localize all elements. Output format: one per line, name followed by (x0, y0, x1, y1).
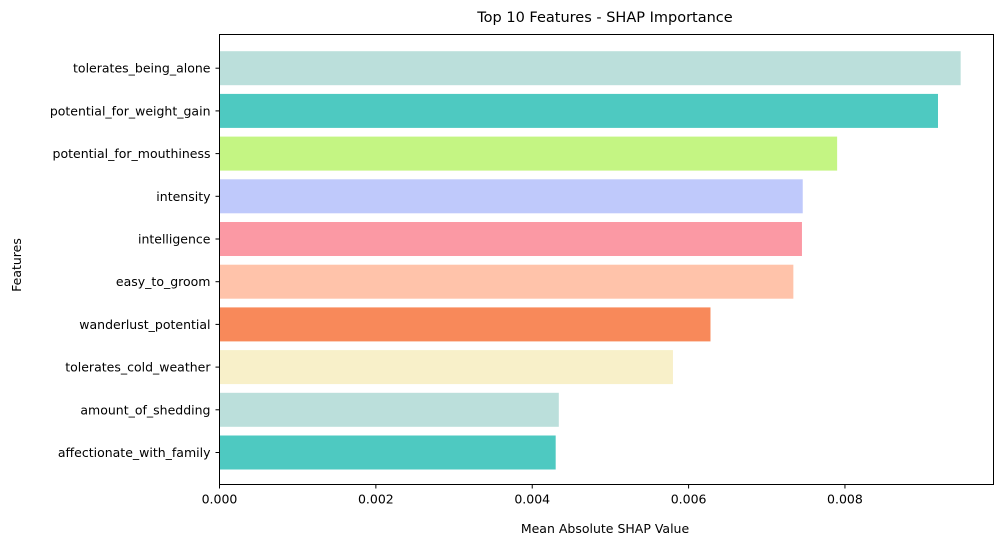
x-tick-label: 0.002 (358, 492, 394, 507)
y-tick-label: wanderlust_potential (79, 317, 210, 332)
bar-intelligence (219, 222, 802, 256)
bar-potential-for-weight-gain (219, 93, 938, 128)
x-tick-label: 0.006 (671, 492, 707, 507)
bars-layer (219, 51, 961, 470)
bar-tolerates-cold-weather (219, 350, 673, 385)
y-tick-label: easy_to_groom (116, 274, 211, 289)
x-axis-label: Mean Absolute SHAP Value (521, 521, 690, 536)
x-tick-label: 0.000 (202, 492, 238, 507)
chart-title: Top 10 Features - SHAP Importance (476, 10, 732, 26)
bar-wanderlust-potential (219, 307, 711, 342)
y-tick-label: amount_of_shedding (80, 402, 210, 417)
bar-easy-to-groom (219, 264, 794, 299)
y-tick-label: potential_for_weight_gain (50, 103, 211, 118)
y-tick-label: intelligence (138, 232, 211, 247)
bar-affectionate-with-family (219, 435, 556, 470)
x-tick-label: 0.004 (514, 492, 550, 507)
x-ticks: 0.000 0.002 0.004 0.006 0.008 (202, 484, 863, 507)
y-tick-label: potential_for_mouthiness (53, 146, 211, 161)
bar-intensity (219, 179, 803, 214)
y-tick-label: tolerates_cold_weather (65, 360, 211, 375)
y-tick-label: tolerates_being_alone (73, 61, 211, 76)
bar-tolerates-being-alone (219, 51, 961, 86)
bar-amount-of-shedding (219, 392, 559, 427)
x-tick-label: 0.008 (827, 492, 863, 507)
plot-frame (219, 34, 994, 485)
y-axis-label: Features (9, 238, 24, 292)
y-tick-labels: tolerates_being_alone potential_for_weigh… (50, 61, 220, 460)
bar-potential-for-mouthiness (219, 136, 838, 171)
y-tick-label: intensity (156, 189, 211, 204)
y-tick-label: affectionate_with_family (58, 445, 211, 460)
